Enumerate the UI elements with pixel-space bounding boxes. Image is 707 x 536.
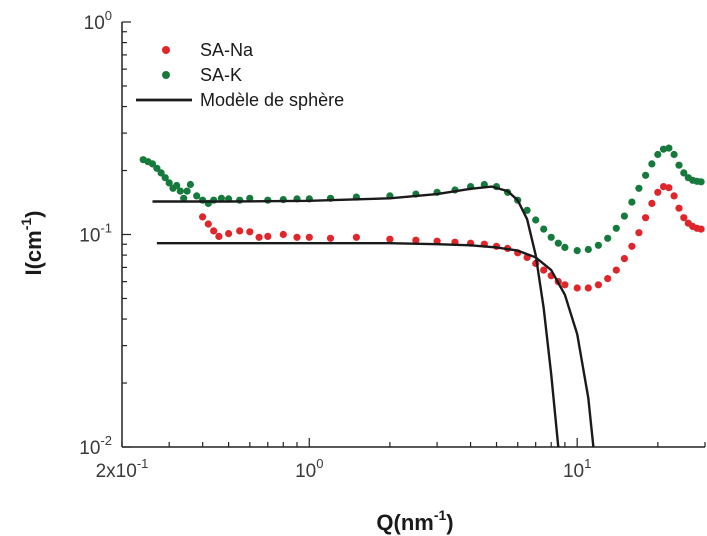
y-tick-label: 10-2 (79, 433, 112, 459)
y-axis-ticks: 10-2 10-1 100 (79, 8, 131, 459)
data-point (293, 233, 301, 241)
legend-label: Modèle de sphère (200, 90, 344, 110)
data-point (620, 255, 629, 263)
data-point (173, 181, 181, 190)
data-point (279, 230, 287, 239)
data-point (547, 233, 555, 241)
data-point (680, 169, 688, 177)
data-point (697, 225, 705, 233)
data-point (604, 234, 612, 242)
data-point (635, 229, 643, 237)
data-point (246, 194, 254, 202)
series-mod-le-de-sph-re (152, 185, 595, 448)
data-point (697, 178, 705, 186)
data-point (215, 232, 223, 240)
data-point (604, 275, 612, 283)
data-point (148, 160, 157, 168)
data-point (255, 233, 263, 241)
data-point (180, 194, 188, 202)
data-point (204, 220, 212, 228)
model-curve (156, 242, 595, 448)
data-point (386, 235, 394, 243)
data-point (161, 174, 169, 182)
legend-label: SA-Na (200, 40, 254, 60)
data-point (659, 183, 668, 191)
data-point (680, 214, 688, 222)
x-axis-ticks: 2x10-1 100 101 (96, 438, 706, 482)
data-point (659, 145, 668, 153)
data-point (628, 242, 636, 250)
data-point (157, 169, 165, 177)
data-point (165, 179, 173, 187)
data-point (670, 192, 678, 200)
data-point (654, 188, 662, 196)
x-axis-title: Q(nm-1) (376, 507, 453, 535)
x-tick-label: 2x10-1 (96, 456, 149, 482)
plot-frame (121, 22, 705, 448)
data-point (584, 284, 592, 292)
data-point (573, 247, 581, 255)
legend-marker (162, 71, 170, 79)
series-layer (139, 144, 705, 448)
data-point (573, 284, 581, 292)
data-point (620, 212, 629, 220)
legend-label: SA-K (200, 65, 242, 85)
data-point (153, 164, 161, 172)
y-tick-label: 100 (84, 8, 112, 34)
data-point (648, 160, 656, 168)
data-point (532, 216, 540, 224)
data-point (675, 204, 683, 212)
data-point (635, 184, 643, 192)
series-sa-k (139, 144, 705, 255)
data-point (225, 230, 233, 238)
data-point (584, 245, 592, 254)
data-point (670, 150, 678, 159)
model-curve (152, 185, 560, 448)
data-point (236, 227, 244, 235)
data-point (561, 281, 569, 289)
data-point (642, 214, 650, 222)
data-point (210, 227, 218, 235)
data-point (412, 236, 420, 244)
data-point (210, 196, 218, 204)
data-point (675, 161, 683, 169)
data-point (594, 281, 603, 289)
data-point (612, 224, 620, 232)
data-point (561, 243, 569, 251)
data-point (612, 266, 620, 274)
data-point (264, 232, 272, 240)
data-point (183, 187, 191, 195)
data-point (305, 233, 313, 241)
series-sa-na (199, 183, 705, 292)
data-point (642, 171, 650, 179)
legend: SA-Na SA-K Modèle de sphère (136, 40, 344, 110)
data-point (326, 234, 335, 242)
data-point (176, 187, 184, 195)
data-point (648, 199, 656, 207)
x-tick-label: 100 (295, 456, 323, 482)
data-point (628, 198, 636, 206)
legend-marker (162, 46, 170, 54)
data-point (217, 194, 225, 202)
data-point (523, 206, 531, 214)
x-tick-label: 101 (563, 456, 591, 482)
y-axis-title: I(cm-1) (18, 210, 46, 275)
data-point (540, 266, 548, 274)
data-point (193, 192, 201, 200)
data-point (246, 228, 254, 236)
data-point (554, 239, 562, 247)
data-point (665, 184, 673, 192)
data-point (199, 213, 207, 221)
data-point (665, 144, 673, 152)
data-point (654, 150, 662, 159)
data-point (594, 241, 603, 249)
y-tick-label: 10-1 (79, 221, 112, 247)
data-point (352, 233, 360, 241)
data-point (540, 225, 548, 233)
data-point (186, 180, 194, 189)
